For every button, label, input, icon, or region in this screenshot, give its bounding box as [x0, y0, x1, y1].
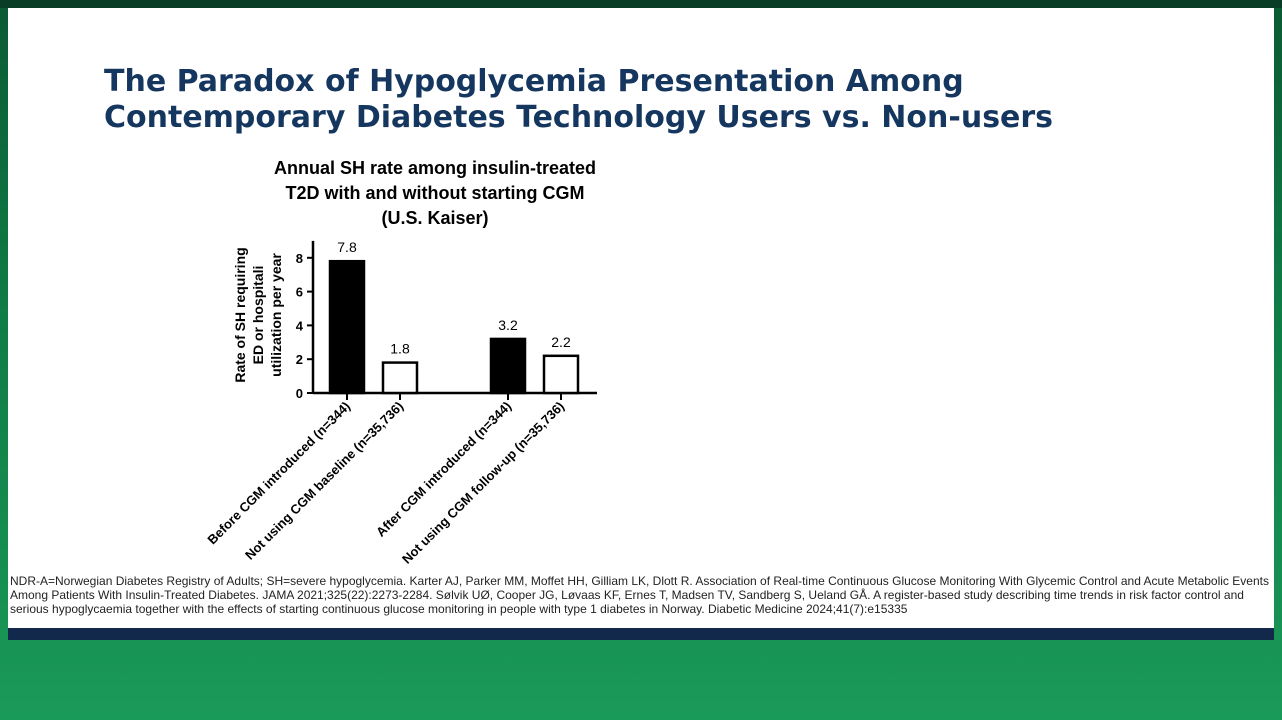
- bar: [489, 337, 527, 395]
- chart-title: (U.S. Kaiser): [381, 208, 488, 228]
- top-bar: [0, 0, 1282, 8]
- footnote: NDR-A=Norwegian Diabetes Registry of Adu…: [10, 574, 1269, 616]
- y-tick-label: 2: [296, 352, 303, 367]
- title-line: The Paradox of Hypoglycemia Presentation…: [104, 64, 964, 99]
- bar: [542, 354, 580, 395]
- value-label: 1.8: [390, 341, 410, 357]
- slide: The Paradox of Hypoglycemia Presentation…: [8, 8, 1274, 628]
- value-label: 7.8: [337, 239, 357, 255]
- title-line: Contemporary Diabetes Technology Users v…: [104, 100, 1054, 135]
- chart-title: Annual SH rate among insulin-treated: [274, 158, 596, 178]
- bar: [381, 361, 419, 395]
- y-tick-label: 8: [296, 251, 303, 266]
- bottom-bar: [8, 628, 1274, 640]
- y-axis-label: Rate of SH requiring: [232, 247, 248, 382]
- y-axis-label: ED or hospitali: [250, 266, 266, 365]
- y-tick-label: 6: [296, 285, 303, 300]
- value-label: 2.2: [551, 334, 571, 350]
- value-label: 3.2: [498, 317, 518, 333]
- bar: [328, 259, 366, 395]
- chart: Annual SH rate among insulin-treated T2D …: [204, 158, 597, 567]
- y-tick-label: 0: [296, 386, 303, 401]
- y-axis-label: utilization per year: [268, 253, 284, 377]
- chart-title: T2D with and without starting CGM: [286, 183, 585, 203]
- y-tick-label: 4: [296, 318, 304, 333]
- slide-title: The Paradox of Hypoglycemia Presentation…: [104, 64, 1053, 136]
